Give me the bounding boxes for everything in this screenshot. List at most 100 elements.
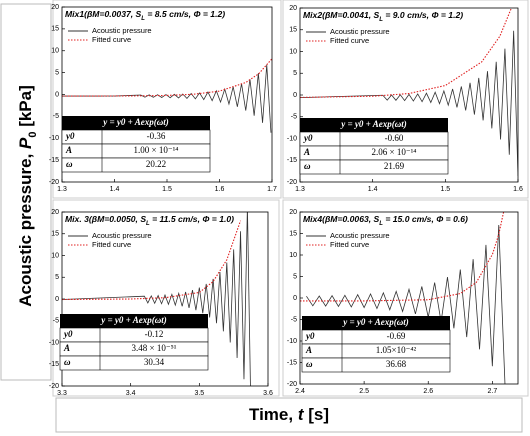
legend-label: Acoustic pressure xyxy=(92,231,152,240)
table-row xyxy=(61,129,211,145)
table-value: 30.34 xyxy=(144,357,165,367)
x-tick-label: 1.7 xyxy=(267,186,277,193)
table-row xyxy=(301,357,451,373)
x-tick-label: 1.6 xyxy=(215,186,225,193)
panel-title-part: = 9.0 cm/s, Φ = 1.2) xyxy=(383,10,463,20)
table-row xyxy=(59,355,209,371)
table-value: 21.69 xyxy=(384,161,405,171)
table-row xyxy=(299,131,449,147)
y-tick-label: 10 xyxy=(289,252,297,259)
series-line xyxy=(300,8,513,98)
y-tick-label: 10 xyxy=(51,48,59,55)
legend-label: Acoustic pressure xyxy=(330,231,390,240)
x-tick-label: 3.6 xyxy=(263,390,273,397)
y-tick-label: 0 xyxy=(55,296,59,303)
y-tick-label: 5 xyxy=(293,273,297,280)
panel-title-part: = 8.5 cm/s, Φ = 1.2) xyxy=(145,9,225,19)
table-param: y0 xyxy=(63,329,73,339)
x-tick-label: 1.4 xyxy=(368,186,378,193)
x-tick-label: 1.6 xyxy=(513,186,523,193)
legend-label: Acoustic pressure xyxy=(92,26,152,35)
table-value: 2.06 × 10⁻¹⁴ xyxy=(372,147,417,157)
table-header: y = y0 + Aexp(ωt) xyxy=(102,117,168,127)
x-tick-label: 2.4 xyxy=(295,388,305,395)
table-value: 36.68 xyxy=(386,359,407,369)
x-tick-label: 3.3 xyxy=(57,390,67,397)
x-tick-label: 1.5 xyxy=(162,186,172,193)
y-tick-label: -10 xyxy=(49,135,59,142)
legend-label: Fitted curve xyxy=(92,35,131,44)
series-line xyxy=(62,220,242,301)
x-tick-label: 3.4 xyxy=(126,390,136,397)
y-tick-label: 5 xyxy=(55,274,59,281)
table-value: 3.48 × 10⁻⁵¹ xyxy=(132,343,177,353)
table-header-bg xyxy=(62,116,210,130)
y-tick-label: 20 xyxy=(289,5,297,12)
table-param: A xyxy=(63,343,70,353)
table-param: A xyxy=(65,145,72,155)
plot-border xyxy=(61,6,273,183)
x-tick-label: 1.5 xyxy=(440,186,450,193)
y-tick-label: 15 xyxy=(289,27,297,34)
table-value: -0.69 xyxy=(387,331,406,341)
table-header-bg xyxy=(300,118,448,132)
legend-label: Fitted curve xyxy=(330,240,369,249)
y-tick-label: -20 xyxy=(49,179,59,186)
table-header: y = y0 + Aexp(ωt) xyxy=(340,119,406,129)
table-header-bg xyxy=(302,316,450,330)
y-tick-label: -5 xyxy=(291,316,297,323)
x-axis-label-part: Time, xyxy=(249,405,298,424)
y-tick-label: -10 xyxy=(287,135,297,142)
table-row xyxy=(59,327,209,343)
y-axis-label-part: P xyxy=(16,137,35,149)
y-tick-label: 0 xyxy=(55,91,59,98)
x-axis-label-part: [s] xyxy=(304,405,330,424)
y-tick-label: -20 xyxy=(49,383,59,390)
panel-title-part: Mix. 3(βM=0.0050, S xyxy=(65,214,146,224)
table-param: ω xyxy=(64,357,71,367)
y-tick-label: 20 xyxy=(51,4,59,11)
x-tick-label: 1.4 xyxy=(110,186,120,193)
table-row xyxy=(301,329,451,345)
table-param: ω xyxy=(304,161,311,171)
y-tick-label: -5 xyxy=(291,114,297,121)
legend-label: Fitted curve xyxy=(330,36,369,45)
y-tick-label: 10 xyxy=(289,48,297,55)
y-tick-label: -15 xyxy=(49,361,59,368)
x-tick-label: 3.5 xyxy=(194,390,204,397)
table-header-bg xyxy=(60,314,208,328)
table-param: A xyxy=(305,345,312,355)
y-axis-label-part: Acoustic pressure, xyxy=(16,149,35,307)
panel-title: Mix1(βM=0.0037, SL = 8.5 cm/s, Φ = 1.2) xyxy=(65,9,225,21)
x-axis-label-part: t xyxy=(298,405,305,424)
y-axis-label-part: [kPa] xyxy=(16,85,35,131)
y-tick-label: 20 xyxy=(289,209,297,216)
y-tick-label: -10 xyxy=(287,338,297,345)
table-row xyxy=(61,157,211,173)
x-label-box xyxy=(55,397,523,433)
y-tick-label: -5 xyxy=(53,113,59,120)
table-param: y0 xyxy=(65,131,75,141)
panel-title: Mix2(βM=0.0041, SL = 9.0 cm/s, Φ = 1.2) xyxy=(303,10,463,22)
panel-title: Mix. 3(βM=0.0050, SL = 11.5 cm/s, Φ = 1.… xyxy=(65,214,234,226)
y-tick-label: 15 xyxy=(51,231,59,238)
panel-title: Mix4(βM=0.0063, SL = 15.0 cm/s, Φ = 0.6) xyxy=(303,214,468,226)
plot-border xyxy=(299,211,519,385)
panel-title-part: L xyxy=(141,16,145,22)
y-tick-label: 5 xyxy=(293,70,297,77)
y-tick-label: -15 xyxy=(49,157,59,164)
y-label-box xyxy=(0,3,52,381)
table-row xyxy=(299,159,449,175)
panel-title-part: L xyxy=(146,221,150,227)
x-tick-label: 2.6 xyxy=(423,388,433,395)
x-tick-label: 2.5 xyxy=(359,388,369,395)
panel-title-part: Mix2(βM=0.0041, S xyxy=(303,10,380,20)
y-axis-label: Acoustic pressure, P0 [kPa] xyxy=(16,85,38,307)
panel-title-part: = 11.5 cm/s, Φ = 1.0) xyxy=(150,214,234,224)
y-tick-label: -15 xyxy=(287,359,297,366)
table-param: ω xyxy=(306,359,313,369)
series-line xyxy=(62,58,272,97)
y-tick-label: -20 xyxy=(287,381,297,388)
y-tick-label: 0 xyxy=(293,295,297,302)
